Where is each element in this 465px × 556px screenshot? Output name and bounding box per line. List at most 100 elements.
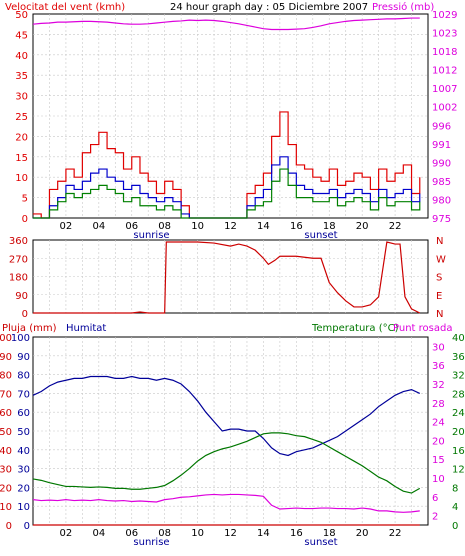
x-tick-label: 18 [323, 221, 336, 232]
temperature-tick-label: 40 [452, 333, 465, 344]
dewpoint-tick-label: 2 [432, 512, 438, 523]
series-line-temperature [32, 432, 421, 494]
dewpoint-tick-label: 20 [432, 436, 445, 447]
temperature-tick-label: 8 [452, 483, 458, 494]
y-left-tick-label: 25 [15, 112, 28, 123]
dewpoint-tick-label: 24 [432, 418, 445, 429]
rain-tick-label: 70 [0, 389, 12, 400]
temperature-tick-label: 16 [452, 446, 465, 457]
rain-tick-label: 100 [0, 333, 12, 344]
humidity-tick-label: 10 [17, 502, 30, 513]
sunset-label: sunset [304, 230, 337, 241]
x-tick-label: 14 [257, 221, 270, 232]
y-left-tick-label: 30 [15, 92, 28, 103]
humidity-tick-label: 100 [11, 333, 30, 344]
temperature-tick-label: 12 [452, 465, 465, 476]
x-tick-label: 20 [356, 528, 369, 539]
x-tick-label: 04 [92, 221, 105, 232]
x-tick-label: 18 [323, 528, 336, 539]
y-left-tick-label: 15 [15, 153, 28, 164]
compass-letter: S [436, 273, 442, 284]
compass-letter: N [436, 309, 443, 320]
x-tick-label: 06 [125, 528, 138, 539]
y-left-tick-label: 45 [15, 30, 28, 41]
chart3-right-label: Temperatura (°C) [311, 323, 399, 334]
y-left-tick-label: 35 [15, 71, 28, 82]
y-right-tick-label: 980 [432, 195, 451, 206]
sunrise-label: sunrise [133, 230, 169, 241]
temperature-tick-label: 20 [452, 427, 465, 438]
series-line-wind_green [33, 168, 421, 219]
dewpoint-tick-label: 15 [432, 455, 445, 466]
y-right-tick-label: 996 [432, 121, 451, 132]
chart3-left-label2: Humitat [66, 323, 106, 334]
x-tick-label: 22 [389, 221, 402, 232]
y-right-tick-label: 1007 [432, 84, 457, 95]
x-tick-label: 22 [389, 528, 402, 539]
x-tick-label: 08 [158, 221, 171, 232]
y-left-tick-label: 0 [22, 214, 28, 225]
direction-tick-label: 270 [9, 254, 28, 265]
humidity-tick-label: 70 [17, 389, 30, 400]
compass-letter: N [436, 236, 443, 247]
rain-tick-label: 80 [0, 371, 12, 382]
temperature-tick-label: 36 [452, 352, 465, 363]
x-tick-label: 02 [60, 221, 73, 232]
y-right-tick-label: 1002 [432, 103, 457, 114]
y-right-tick-label: 975 [432, 214, 451, 225]
dewpoint-tick-label: 32 [432, 380, 445, 391]
x-tick-label: 10 [191, 528, 204, 539]
rain-tick-label: 10 [0, 502, 12, 513]
direction-tick-label: 90 [15, 291, 28, 302]
temperature-tick-label: 0 [452, 521, 458, 532]
x-tick-label: 20 [356, 221, 369, 232]
y-left-tick-label: 50 [15, 10, 28, 21]
x-tick-label: 04 [92, 528, 105, 539]
temperature-tick-label: 24 [452, 408, 465, 419]
y-left-tick-label: 40 [15, 51, 28, 62]
y-right-tick-label: 985 [432, 177, 451, 188]
chart1-left-label: Velocitat del vent (kmh) [5, 2, 125, 13]
chart1-right-label: Pressió (mb) [372, 1, 434, 13]
chart3-right-label2: Punt rosada [393, 323, 452, 334]
chart3-left-label: Pluja (mm) [2, 323, 57, 334]
chart1-plot: 0 5 10 15 20 25 30 35 40 45 50 975 980 985 990 991 996 10… [15, 10, 457, 241]
temperature-tick-label: 28 [452, 389, 465, 400]
humidity-tick-label: 90 [17, 352, 30, 363]
x-tick-label: 14 [257, 528, 270, 539]
direction-tick-label: 360 [9, 236, 28, 247]
x-tick-label: 10 [191, 221, 204, 232]
rain-tick-label: 40 [0, 446, 12, 457]
humidity-tick-label: 80 [17, 371, 30, 382]
x-tick-label: 12 [224, 528, 237, 539]
x-tick-label: 16 [290, 528, 303, 539]
humidity-tick-label: 60 [17, 408, 30, 419]
humidity-tick-label: 50 [17, 427, 30, 438]
chart1-title: 24 hour graph day : 05 Diciembre 2007 [170, 2, 368, 13]
y-right-tick-label: 1029 [432, 10, 457, 21]
y-right-tick-label: 991 [432, 140, 451, 151]
humidity-tick-label: 20 [17, 483, 30, 494]
direction-tick-label: 180 [9, 273, 28, 284]
y-right-tick-label: 1023 [432, 29, 457, 40]
dewpoint-tick-label: 28 [432, 399, 445, 410]
x-tick-label: 02 [60, 528, 73, 539]
rain-tick-label: 50 [0, 427, 12, 438]
x-tick-label: 16 [290, 221, 303, 232]
rain-tick-label: 60 [0, 408, 12, 419]
y-right-tick-label: 990 [432, 158, 451, 169]
x-tick-label: 12 [224, 221, 237, 232]
rain-tick-label: 20 [0, 483, 12, 494]
series-line-pressure [32, 17, 420, 31]
humidity-tick-label: 30 [17, 465, 30, 476]
temperature-tick-label: 32 [452, 371, 465, 382]
sunrise-label: sunrise [133, 537, 169, 548]
compass-letter: E [436, 291, 442, 302]
rain-tick-label: 90 [0, 352, 12, 363]
humidity-tick-label: 0 [24, 521, 30, 532]
series-line-direction [33, 241, 421, 314]
dewpoint-tick-label: 30 [432, 342, 445, 353]
